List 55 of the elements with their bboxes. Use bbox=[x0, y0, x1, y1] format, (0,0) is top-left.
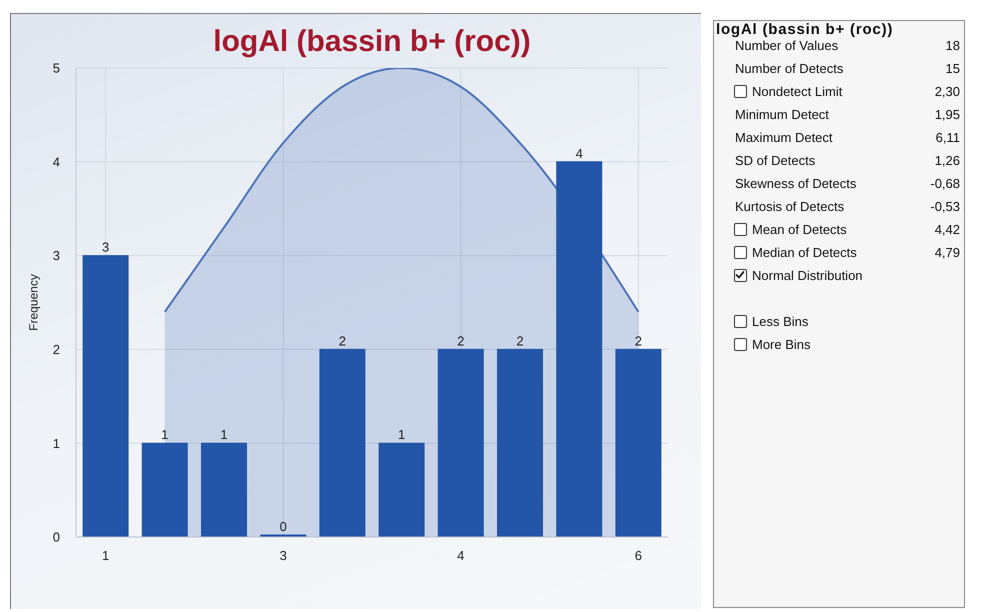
x-tick-label: 3 bbox=[280, 548, 287, 564]
category-label: Maximum Detect bbox=[735, 130, 833, 146]
y-tick-label: 3 bbox=[52, 248, 60, 264]
data-label: 2 bbox=[516, 333, 524, 348]
bar bbox=[201, 442, 248, 537]
text: 6,11 bbox=[936, 130, 960, 145]
bar bbox=[438, 348, 484, 537]
bar bbox=[615, 348, 662, 537]
data-label: 2 bbox=[457, 333, 464, 348]
data-label: 2 bbox=[634, 333, 642, 348]
y-tick-label: 5 bbox=[52, 60, 60, 76]
x-tick-label: 6 bbox=[634, 548, 642, 564]
y-tick-label: 0 bbox=[52, 530, 60, 545]
text: 15 bbox=[946, 61, 960, 76]
bar bbox=[82, 255, 129, 537]
category-label: Number of Values bbox=[735, 38, 838, 54]
bar bbox=[556, 161, 602, 537]
y-tick-label: 2 bbox=[52, 342, 60, 358]
y-axis-title: Frequency bbox=[26, 274, 40, 331]
text: 1,26 bbox=[934, 153, 960, 168]
bar bbox=[319, 348, 366, 537]
category-label: Number of Detects bbox=[735, 61, 844, 77]
text: -0,68 bbox=[930, 176, 960, 191]
category-label: Mean of Detects bbox=[752, 222, 847, 238]
category-label: Normal Distribution bbox=[752, 268, 863, 284]
text: 1,95 bbox=[934, 107, 960, 122]
data-label: 0 bbox=[280, 519, 287, 534]
category-label: More Bins bbox=[752, 337, 811, 353]
text: logAl (bassin b+ (roc)) bbox=[716, 21, 894, 39]
category-label: Skewness of Detects bbox=[735, 176, 856, 192]
text: 18 bbox=[946, 38, 960, 53]
bar bbox=[378, 442, 425, 537]
data-label: 1 bbox=[220, 427, 228, 442]
data-label: 1 bbox=[398, 427, 406, 442]
data-label: 4 bbox=[576, 146, 583, 161]
category-label: SD of Detects bbox=[735, 153, 816, 169]
y-tick-label: 1 bbox=[52, 436, 60, 451]
chart-title: logAl (bassin b+ (roc)) bbox=[212, 25, 532, 59]
category-label: Less Bins bbox=[752, 314, 808, 330]
x-tick-label: 4 bbox=[457, 548, 464, 564]
text: -0,53 bbox=[930, 199, 960, 214]
bar bbox=[142, 442, 188, 537]
text: 4,42 bbox=[934, 222, 960, 237]
category-label: Minimum Detect bbox=[735, 107, 829, 123]
text: 4,79 bbox=[934, 245, 960, 260]
category-label: Kurtosis of Detects bbox=[735, 199, 844, 215]
category-label: Median of Detects bbox=[752, 245, 857, 261]
bar bbox=[497, 348, 544, 537]
data-label: 3 bbox=[102, 240, 110, 255]
data-label: 2 bbox=[338, 333, 346, 348]
data-label: 1 bbox=[161, 427, 168, 442]
text: 2,30 bbox=[934, 84, 960, 99]
category-label: Nondetect Limit bbox=[752, 84, 842, 100]
x-tick-label: 1 bbox=[102, 548, 110, 564]
y-tick-label: 4 bbox=[52, 154, 60, 170]
